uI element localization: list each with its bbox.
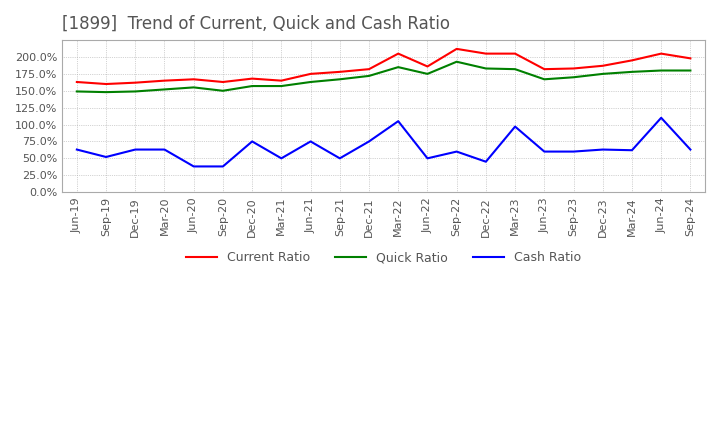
Current Ratio [570, 66, 578, 71]
Quick Ratio [510, 66, 519, 72]
Quick Ratio [423, 71, 432, 77]
Cash Ratio [131, 147, 140, 152]
Quick Ratio [336, 77, 344, 82]
Cash Ratio [219, 164, 228, 169]
Cash Ratio [336, 156, 344, 161]
Quick Ratio [160, 87, 168, 92]
Quick Ratio [598, 71, 607, 77]
Quick Ratio [482, 66, 490, 71]
Cash Ratio [365, 139, 374, 144]
Cash Ratio [686, 147, 695, 152]
Cash Ratio [394, 118, 402, 124]
Legend: Current Ratio, Quick Ratio, Cash Ratio: Current Ratio, Quick Ratio, Cash Ratio [181, 246, 587, 269]
Cash Ratio [189, 164, 198, 169]
Current Ratio [452, 46, 461, 51]
Quick Ratio [686, 68, 695, 73]
Cash Ratio [540, 149, 549, 154]
Quick Ratio [628, 69, 636, 74]
Current Ratio [628, 58, 636, 63]
Line: Quick Ratio: Quick Ratio [77, 62, 690, 92]
Current Ratio [365, 66, 374, 72]
Current Ratio [277, 78, 286, 83]
Line: Cash Ratio: Cash Ratio [77, 118, 690, 166]
Current Ratio [598, 63, 607, 69]
Cash Ratio [510, 124, 519, 129]
Cash Ratio [482, 159, 490, 165]
Quick Ratio [189, 85, 198, 90]
Current Ratio [160, 78, 168, 83]
Cash Ratio [73, 147, 81, 152]
Quick Ratio [306, 79, 315, 84]
Cash Ratio [657, 115, 665, 121]
Current Ratio [510, 51, 519, 56]
Current Ratio [189, 77, 198, 82]
Current Ratio [482, 51, 490, 56]
Current Ratio [248, 76, 256, 81]
Current Ratio [306, 71, 315, 77]
Quick Ratio [365, 73, 374, 79]
Quick Ratio [131, 89, 140, 94]
Quick Ratio [657, 68, 665, 73]
Current Ratio [540, 66, 549, 72]
Cash Ratio [306, 139, 315, 144]
Quick Ratio [219, 88, 228, 93]
Cash Ratio [277, 156, 286, 161]
Current Ratio [686, 56, 695, 61]
Current Ratio [657, 51, 665, 56]
Current Ratio [394, 51, 402, 56]
Quick Ratio [102, 89, 110, 95]
Line: Current Ratio: Current Ratio [77, 49, 690, 84]
Current Ratio [73, 79, 81, 84]
Quick Ratio [452, 59, 461, 64]
Text: [1899]  Trend of Current, Quick and Cash Ratio: [1899] Trend of Current, Quick and Cash … [62, 15, 450, 33]
Current Ratio [423, 64, 432, 69]
Current Ratio [131, 80, 140, 85]
Cash Ratio [452, 149, 461, 154]
Cash Ratio [598, 147, 607, 152]
Current Ratio [219, 79, 228, 84]
Current Ratio [336, 69, 344, 74]
Current Ratio [102, 81, 110, 87]
Cash Ratio [102, 154, 110, 160]
Cash Ratio [570, 149, 578, 154]
Quick Ratio [570, 75, 578, 80]
Quick Ratio [73, 89, 81, 94]
Quick Ratio [277, 84, 286, 89]
Quick Ratio [540, 77, 549, 82]
Quick Ratio [248, 84, 256, 89]
Cash Ratio [423, 156, 432, 161]
Quick Ratio [394, 65, 402, 70]
Cash Ratio [628, 147, 636, 153]
Cash Ratio [248, 139, 256, 144]
Cash Ratio [160, 147, 168, 152]
